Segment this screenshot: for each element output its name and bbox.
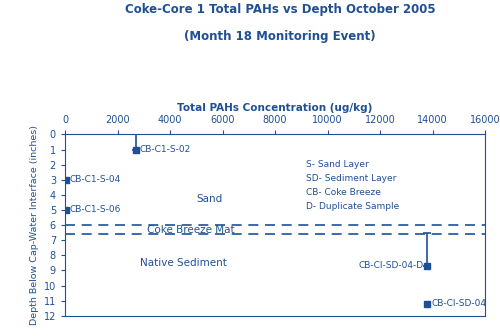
X-axis label: Total PAHs Concentration (ug/kg): Total PAHs Concentration (ug/kg): [178, 103, 372, 113]
Text: S- Sand Layer
SD- Sediment Layer
CB- Coke Breeze
D- Duplicate Sample: S- Sand Layer SD- Sediment Layer CB- Cok…: [306, 160, 400, 210]
Text: Native Sediment: Native Sediment: [140, 258, 226, 268]
Text: CB-CI-SD-04-D: CB-CI-SD-04-D: [358, 261, 424, 270]
Text: Coke-Core 1 Total PAHs vs Depth October 2005: Coke-Core 1 Total PAHs vs Depth October …: [124, 3, 436, 16]
Text: CB-C1-S-06: CB-C1-S-06: [70, 206, 121, 214]
Text: Sand: Sand: [196, 195, 222, 204]
Y-axis label: Depth Below Cap-Water Interface (inches): Depth Below Cap-Water Interface (inches): [30, 125, 40, 325]
Text: CB-C1-S-02: CB-C1-S-02: [140, 145, 191, 154]
Text: (Month 18 Monitoring Event): (Month 18 Monitoring Event): [184, 30, 376, 43]
Text: CB-C1-S-04: CB-C1-S-04: [70, 175, 121, 184]
Text: CB-CI-SD-04: CB-CI-SD-04: [431, 299, 486, 308]
Text: Coke Breeze Mat: Coke Breeze Mat: [147, 225, 235, 235]
